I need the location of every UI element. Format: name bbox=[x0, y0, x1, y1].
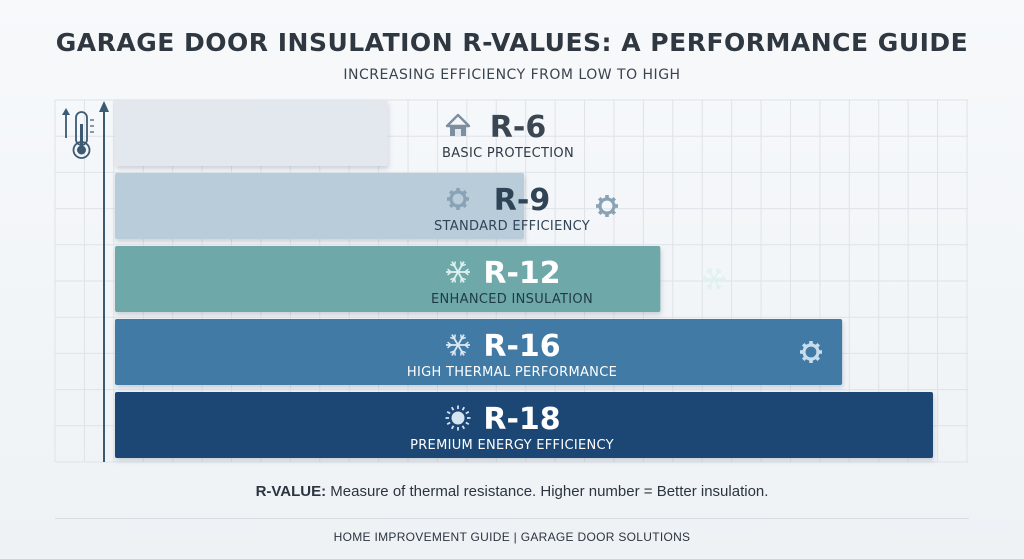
snowflake-icon bbox=[446, 334, 470, 356]
bar-r16-value-label: R-16 bbox=[483, 329, 560, 364]
bar-r16-rect bbox=[115, 319, 843, 385]
bar-r18-value-label: R-18 bbox=[483, 402, 560, 437]
footer-divider bbox=[55, 518, 969, 519]
bar-r18-description: PREMIUM ENERGY EFFICIENCY bbox=[410, 438, 614, 453]
sun-icon bbox=[445, 405, 471, 431]
bar-r12-value-label: R-12 bbox=[483, 256, 560, 291]
thermometer-icon bbox=[62, 108, 94, 159]
bar-r6-description: BASIC PROTECTION bbox=[442, 146, 574, 161]
bar-r12-description: ENHANCED INSULATION bbox=[431, 292, 593, 307]
r-value-definition: R-VALUE: Measure of thermal resistance. … bbox=[0, 483, 1024, 500]
gear-icon bbox=[596, 195, 618, 217]
snowflake-icon bbox=[702, 268, 726, 290]
footer-text: HOME IMPROVEMENT GUIDE | GARAGE DOOR SOL… bbox=[333, 530, 691, 544]
chart-subtitle: INCREASING EFFICIENCY FROM LOW TO HIGH bbox=[343, 67, 681, 83]
bar-r16-description: HIGH THERMAL PERFORMANCE bbox=[407, 365, 617, 380]
bar-r12-rect bbox=[115, 246, 661, 312]
bar-r9-rect bbox=[115, 173, 524, 239]
gear-icon bbox=[800, 341, 822, 363]
bar-r6-value-label: R-6 bbox=[490, 110, 546, 145]
chart-title: GARAGE DOOR INSULATION R-VALUES: A PERFO… bbox=[55, 28, 969, 57]
bar-r6-rect bbox=[115, 100, 388, 166]
bar-r9-value-label: R-9 bbox=[494, 183, 550, 218]
snowflake-icon bbox=[446, 261, 470, 283]
bar-r18-rect bbox=[115, 392, 933, 458]
bar-r9-description: STANDARD EFFICIENCY bbox=[434, 219, 590, 234]
house-icon bbox=[445, 113, 471, 136]
r-value-label: R-VALUE: bbox=[255, 483, 327, 500]
r-value-text: Measure of thermal resistance. Higher nu… bbox=[326, 483, 769, 500]
gear-icon bbox=[447, 188, 469, 210]
value-axis bbox=[99, 101, 109, 462]
